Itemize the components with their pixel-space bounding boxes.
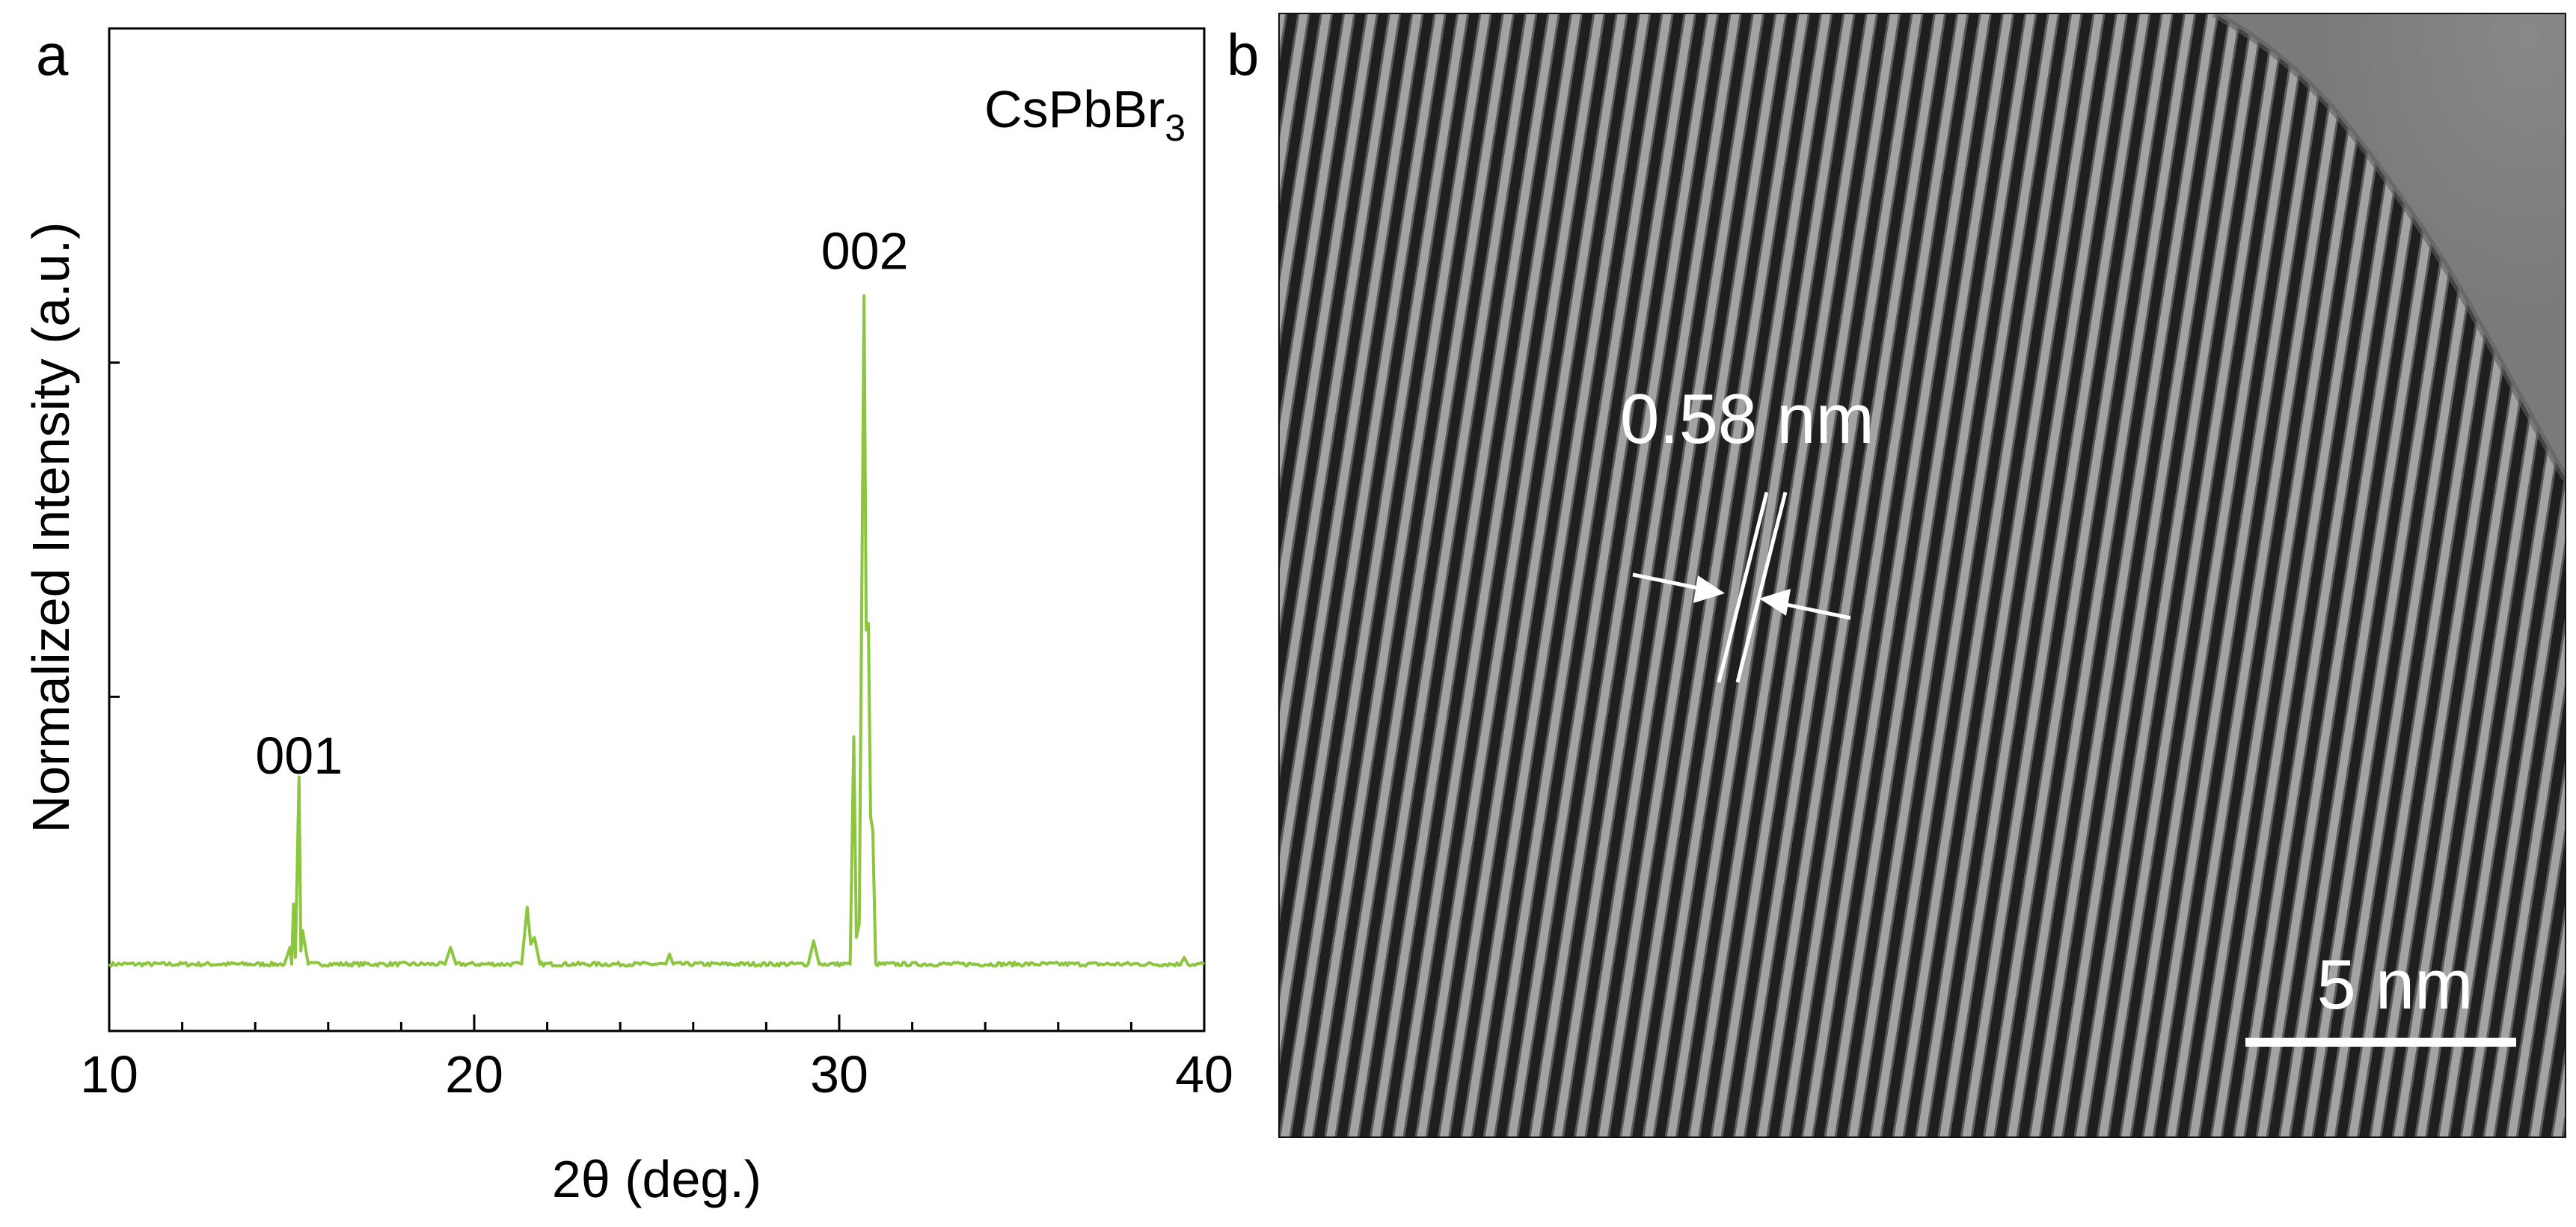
tem-panel: b 0.58 nm 5 nm bbox=[1227, 13, 2566, 1138]
y-axis-label: Normalized Intensity (a.u.) bbox=[22, 222, 80, 833]
scale-bar bbox=[2245, 1038, 2516, 1047]
x-tick-label: 40 bbox=[1175, 1045, 1233, 1104]
y-ticks bbox=[109, 361, 120, 698]
x-tick-labels: 10 20 30 40 bbox=[80, 1045, 1233, 1104]
x-tick-label: 20 bbox=[445, 1045, 503, 1104]
panel-a-label: a bbox=[36, 22, 69, 88]
x-minor-ticks bbox=[181, 1022, 1132, 1031]
x-major-ticks bbox=[108, 1015, 1206, 1031]
panel-b-label: b bbox=[1227, 22, 1259, 88]
peak-labels: 001 002 bbox=[255, 222, 908, 785]
fringe-marker-line-left bbox=[1717, 492, 1769, 683]
x-tick-label: 30 bbox=[810, 1045, 868, 1104]
crystal-edge bbox=[2212, 13, 2566, 481]
scale-bar-label: 5 nm bbox=[2317, 945, 2474, 1023]
plot-frame bbox=[108, 27, 1206, 1032]
xrd-series-line bbox=[108, 294, 1206, 968]
tem-border bbox=[1278, 13, 2566, 1138]
compound-name: CsPbBr bbox=[984, 80, 1165, 138]
peak-label: 002 bbox=[821, 222, 909, 281]
spacing-label: 0.58 nm bbox=[1620, 379, 1874, 458]
compound-label: CsPbBr3 bbox=[984, 80, 1186, 149]
peak-label: 001 bbox=[255, 726, 343, 785]
fringe-marker-line-right bbox=[1735, 492, 1788, 683]
arrow-right bbox=[1759, 589, 1851, 620]
x-tick-label: 10 bbox=[80, 1045, 138, 1104]
tem-image bbox=[1279, 13, 2566, 1137]
xrd-chart: a 10 20 30 40 001 002 CsPbBr3 2θ (deg.) Norm… bbox=[22, 22, 1233, 1208]
compound-subscript: 3 bbox=[1165, 107, 1186, 149]
arrow-left bbox=[1632, 572, 1725, 603]
x-axis-label: 2θ (deg.) bbox=[552, 1150, 761, 1208]
amorphous-edge-region bbox=[2214, 13, 2566, 479]
lattice-fringes bbox=[1279, 13, 2566, 1137]
